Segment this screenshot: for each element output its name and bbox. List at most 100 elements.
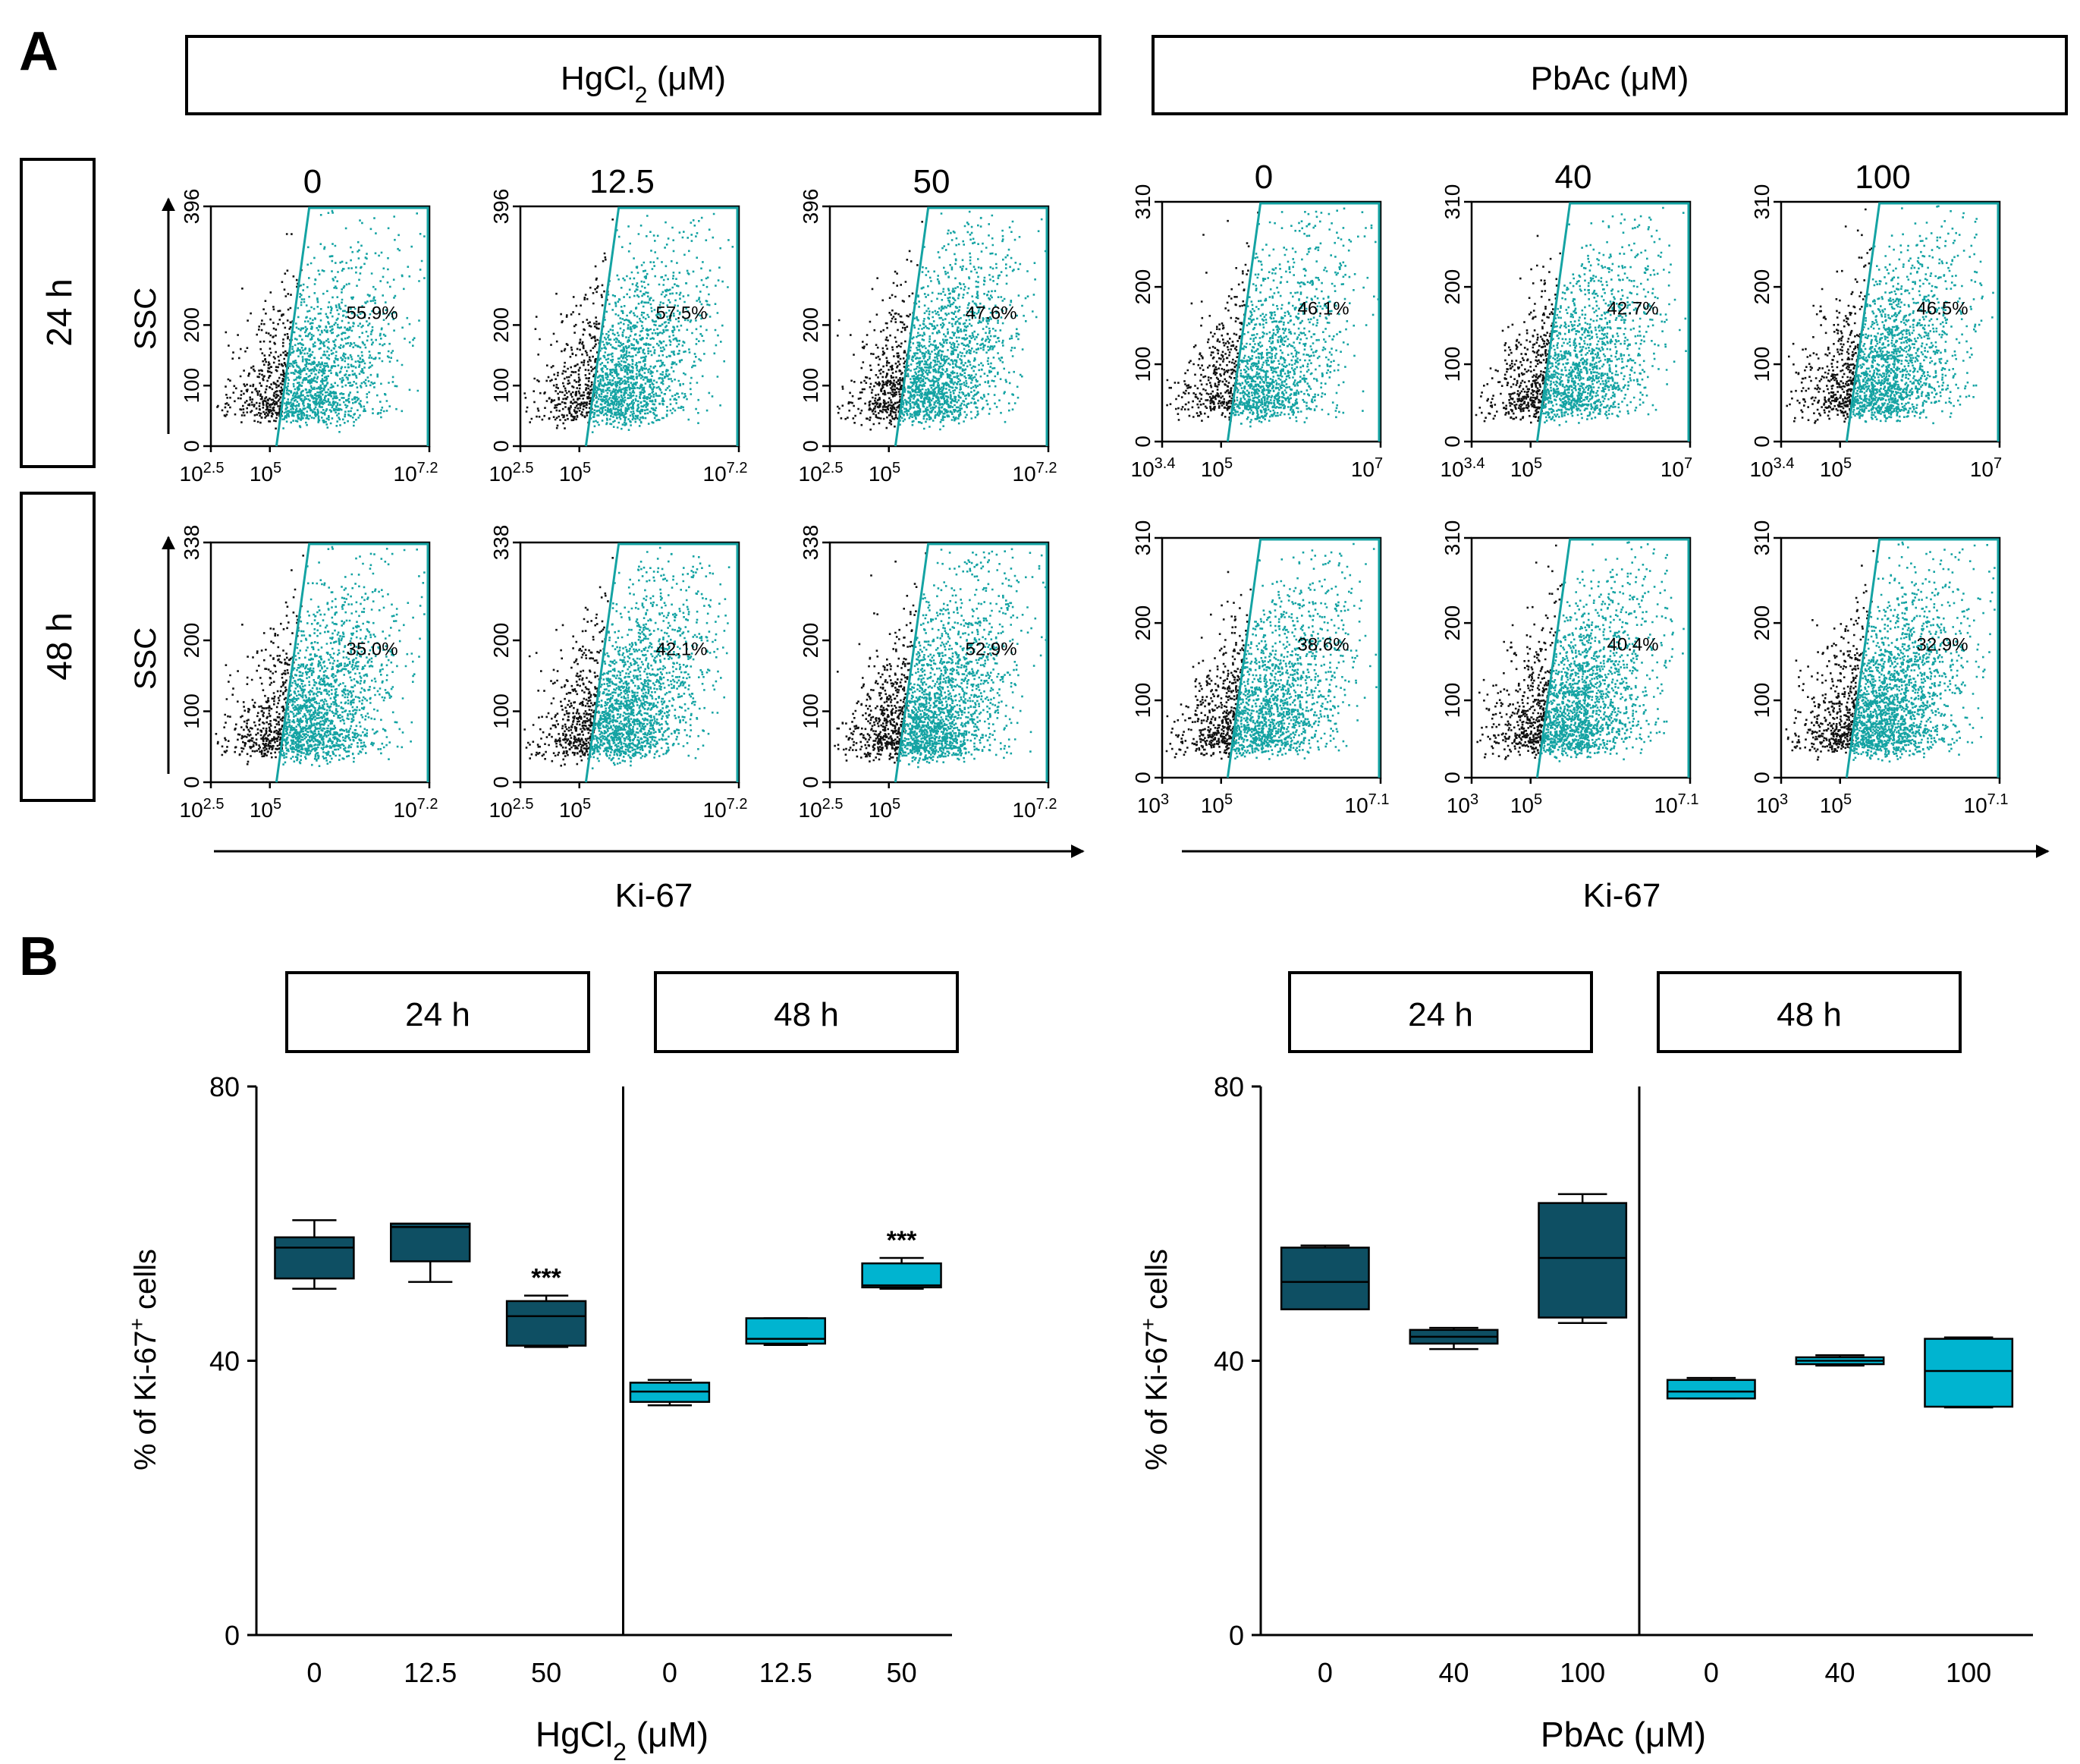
ssc-label-48h: SSC <box>129 627 162 690</box>
ssc-label-24h: SSC <box>129 288 162 350</box>
x-tick-label: 103 <box>1447 791 1478 817</box>
plot-frame <box>1780 536 2001 779</box>
x-tick-label: 103.4 <box>1131 455 1176 481</box>
y-tick-label: 100 <box>489 693 513 729</box>
gate-outline <box>1845 538 2000 778</box>
x-tick-label: 100 <box>1946 1657 1991 1688</box>
x-tick-label: 12.5 <box>404 1657 457 1688</box>
x-tick-label: 107.2 <box>703 460 748 486</box>
box-48h-100 <box>1924 1336 2014 1409</box>
significance-mark: *** <box>887 1226 917 1255</box>
dots-positive <box>589 546 731 769</box>
gate-outline <box>1535 538 1690 778</box>
x-tick-label: 105 <box>869 460 900 486</box>
x-tick-label: 103 <box>1137 791 1169 817</box>
y-tick-label: 310 <box>1750 184 1774 220</box>
y-tick-label: 338 <box>799 525 822 561</box>
y-tick-label: 40 <box>209 1346 240 1377</box>
gate-percent: 46.5% <box>1917 299 1968 319</box>
box-48h-50: *** <box>861 1226 942 1290</box>
y-tick-label: 100 <box>799 693 822 729</box>
pb-box-ylabel: % of Ki-67+ cells <box>1136 1249 1174 1470</box>
gate-percent: 46.1% <box>1298 299 1349 319</box>
dots-negative <box>1785 550 1874 761</box>
hgcl2-header-box <box>185 35 1101 115</box>
pb-time-box-48h <box>1657 971 1962 1053</box>
gate-outline <box>584 542 739 783</box>
concentration-label: 12.5 <box>589 163 655 200</box>
x-tick-label: 40 <box>1824 1657 1855 1688</box>
y-tick-label: 100 <box>180 693 203 729</box>
pbac-header-text: PbAc (μM) <box>1531 60 1689 97</box>
box-iqr <box>1538 1202 1628 1319</box>
row-label-box-48h <box>20 492 96 802</box>
dots-negative <box>1475 234 1561 424</box>
x-tick-label: 105 <box>1510 455 1542 481</box>
y-tick-label: 40 <box>1214 1346 1244 1377</box>
x-tick-label: 12.5 <box>759 1657 812 1688</box>
y-tick-label: 100 <box>180 368 203 404</box>
gate-outline <box>1845 202 2000 442</box>
x-tick-label: 105 <box>1820 791 1852 817</box>
gate-percent: 52.9% <box>966 640 1017 660</box>
dotplot-pb-48h-40: 40.4% 0 100 200 310 103 105 107.1 <box>1441 520 1698 817</box>
x-tick-label: 105 <box>250 460 281 486</box>
x-tick-label: 105 <box>559 460 591 486</box>
gate-outline <box>584 206 739 447</box>
box-24h-50: *** <box>505 1264 587 1348</box>
x-tick-label: 105 <box>869 796 900 822</box>
x-tick-label: 107 <box>1351 455 1383 481</box>
y-tick-label: 0 <box>225 1620 240 1651</box>
box-chart-hg: 0 40 80 0 12.5 *** 50 0 12.5 *** 50 <box>209 1071 952 1688</box>
box-24h-100 <box>1538 1193 1628 1325</box>
x-tick-label: 50 <box>887 1657 917 1688</box>
y-tick-label: 200 <box>799 623 822 659</box>
x-tick-label: 107.2 <box>703 796 748 822</box>
gate-percent: 32.9% <box>1917 635 1968 656</box>
dotplot-pb-48h-100: 32.9% 0 100 200 310 103 105 107.1 <box>1750 520 2008 817</box>
box-48h-0 <box>629 1379 711 1407</box>
y-tick-label: 338 <box>489 525 513 561</box>
pb-time-label-48h: 48 h <box>1777 996 1842 1033</box>
dots-negative <box>215 555 304 766</box>
y-tick-label: 0 <box>1441 435 1464 448</box>
gate-percent: 38.6% <box>1298 635 1349 656</box>
x-tick-label: 50 <box>531 1657 561 1688</box>
y-tick-label: 310 <box>1131 184 1155 220</box>
box-24h-12.5 <box>390 1222 471 1283</box>
dots-negative <box>1786 208 1873 425</box>
panel-a-label: A <box>19 21 58 82</box>
dotplot-hg-48h-0: 35.0% 0 100 200 338 102.5 105 107.2 <box>180 525 438 822</box>
gate-outline <box>275 542 429 783</box>
dotplot-hg-24h-12.5: 12.5 57.5% 0 100 200 396 102.5 105 107.2 <box>489 163 748 486</box>
dots-negative <box>523 557 614 767</box>
hgcl2-header-text: HgCl2 (μM) <box>561 60 726 108</box>
dotplot-hg-24h-0: 0 55.9% 0 100 200 396 102.5 105 107.2 <box>180 163 438 486</box>
x-tick-label: 107.2 <box>394 796 438 822</box>
gate-percent: 57.5% <box>656 303 708 324</box>
dotplot-hg-48h-50: 52.9% 0 100 200 338 102.5 105 107.2 <box>799 525 1057 822</box>
dotplot-hg-24h-50: 50 47.6% 0 100 200 396 102.5 105 107.2 <box>799 163 1057 486</box>
box-charts: 0 40 80 0 12.5 *** 50 0 12.5 *** 50 0 40 80 0 40 100 0 40 1… <box>209 1071 2033 1688</box>
box-24h-0 <box>274 1218 355 1290</box>
y-tick-label: 396 <box>489 189 513 225</box>
y-tick-label: 200 <box>180 307 203 343</box>
pb-time-label-24h: 24 h <box>1408 996 1473 1033</box>
gate-outline <box>894 542 1048 783</box>
box-iqr <box>1666 1379 1756 1400</box>
concentration-label: 40 <box>1555 159 1592 196</box>
y-tick-label: 200 <box>180 623 203 659</box>
x-tick-label: 107.1 <box>1964 791 2009 817</box>
x-tick-label: 105 <box>250 796 281 822</box>
y-tick-label: 100 <box>1131 347 1155 382</box>
x-tick-label: 0 <box>662 1657 677 1688</box>
x-tick-label: 100 <box>1560 1657 1605 1688</box>
x-tick-label: 102.5 <box>489 796 534 822</box>
box-48h-0 <box>1666 1376 1756 1400</box>
dotplot-pb-24h-40: 40 42.7% 0 100 200 310 103.4 105 107 <box>1441 159 1693 481</box>
plot-frame <box>209 205 431 448</box>
row-label-box-24h <box>20 158 96 468</box>
x-tick-label: 107.2 <box>1013 796 1057 822</box>
box-iqr <box>745 1317 826 1345</box>
x-tick-label: 0 <box>1318 1657 1333 1688</box>
